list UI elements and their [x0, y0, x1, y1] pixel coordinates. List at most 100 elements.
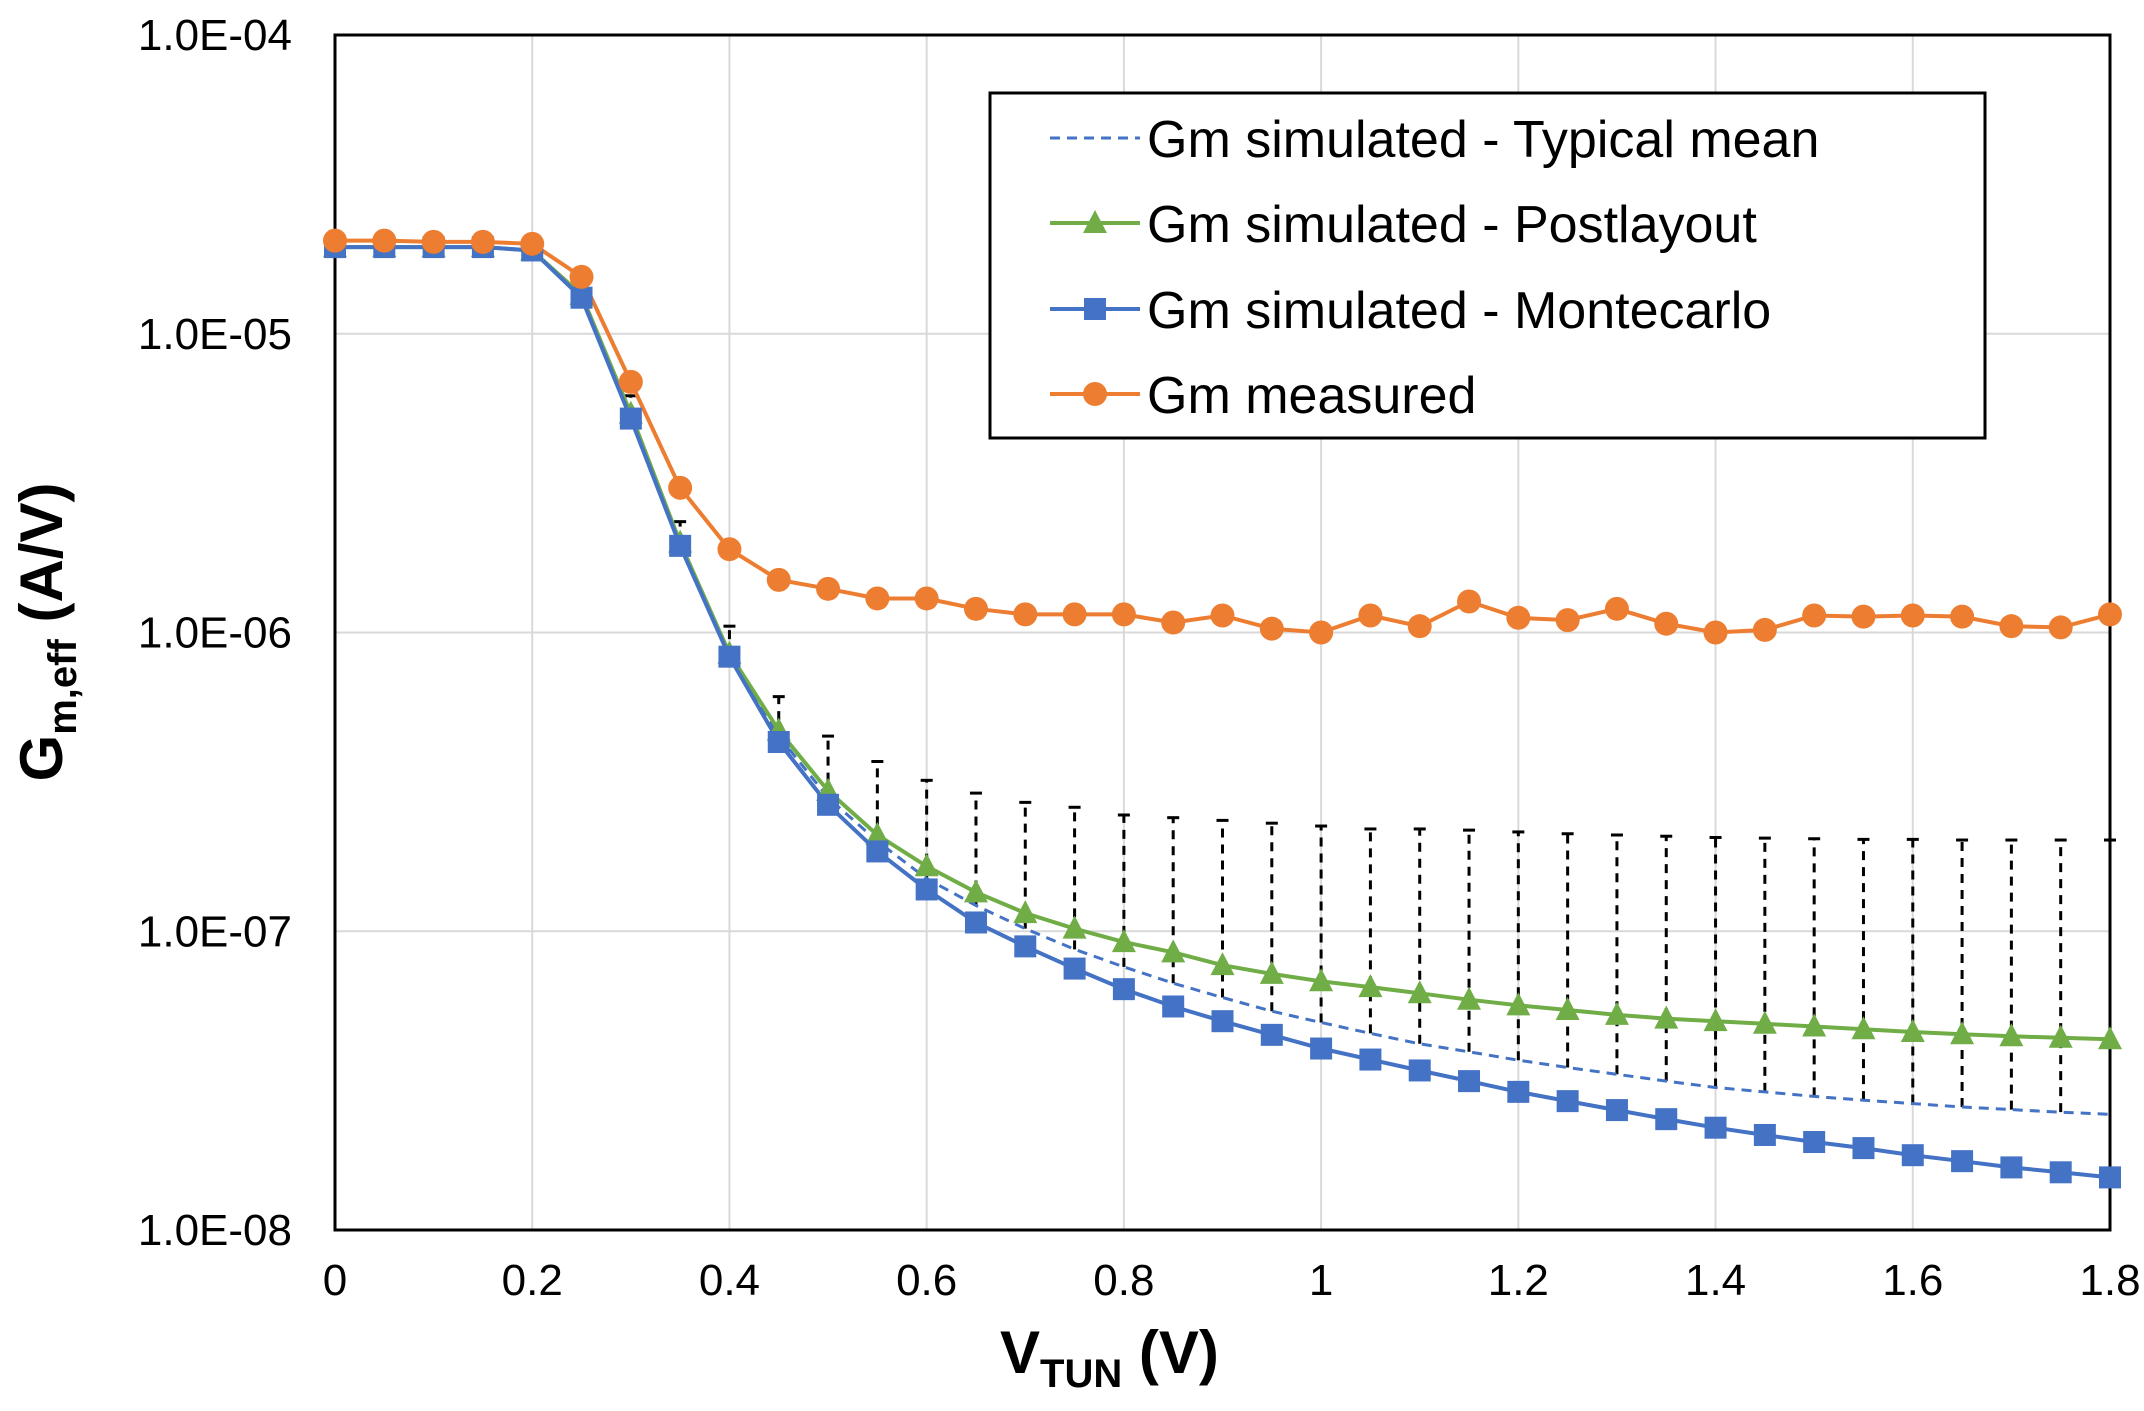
legend-label-postlayout: Gm simulated - Postlayout [1147, 196, 1757, 254]
legend-marker-montecarlo [1084, 298, 1106, 320]
data-point-postlayout [1802, 1013, 1827, 1037]
data-point-montecarlo [1162, 995, 1185, 1018]
data-point-postlayout [1457, 986, 1482, 1010]
plot-area [333, 33, 2112, 1232]
data-point-montecarlo [1014, 935, 1037, 958]
data-point-montecarlo [2049, 1161, 2072, 1184]
data-point-postlayout [1210, 952, 1235, 976]
data-point-postlayout [1062, 915, 1087, 939]
data-point-montecarlo [1507, 1080, 1530, 1103]
data-point-postlayout [1900, 1019, 1925, 1043]
data-point-measured [520, 231, 545, 256]
data-point-montecarlo [1605, 1099, 1628, 1122]
data-point-measured [1555, 608, 1580, 633]
data-point-postlayout [1013, 900, 1038, 924]
data-point-montecarlo [1408, 1059, 1431, 1082]
data-point-measured [323, 228, 347, 253]
data-point-montecarlo [1063, 957, 1086, 980]
data-point-measured [1111, 602, 1136, 627]
data-point-measured [1604, 596, 1629, 621]
y-axis-title-main: G [8, 735, 75, 782]
data-point-measured [668, 475, 693, 500]
data-point-postlayout [1407, 980, 1432, 1004]
data-point-measured [372, 228, 397, 253]
data-point-measured [717, 537, 742, 562]
data-point-measured [1259, 616, 1284, 641]
data-point-montecarlo [619, 407, 642, 430]
data-point-montecarlo [767, 731, 790, 754]
data-point-montecarlo [1112, 978, 1135, 1001]
y-tick-label: 1.0E-08 [138, 1206, 292, 1255]
data-point-measured [421, 229, 446, 254]
y-tick-labels: 1.0E-08 1.0E-07 1.0E-06 1.0E-05 1.0E-04 [138, 11, 292, 1255]
data-point-montecarlo [669, 534, 692, 557]
data-point-measured [1802, 603, 1827, 628]
data-point-postlayout [1555, 997, 1580, 1021]
data-point-montecarlo [1704, 1116, 1727, 1139]
data-point-montecarlo [1951, 1150, 1974, 1173]
data-point-measured [1752, 617, 1777, 642]
data-point-montecarlo [1310, 1037, 1333, 1060]
x-tick-label: 1 [1309, 1256, 1333, 1305]
legend-box [988, 91, 1987, 440]
x-tick-label: 0.2 [502, 1256, 563, 1305]
data-point-postlayout [1259, 960, 1284, 984]
data-point-montecarlo [1260, 1023, 1283, 1046]
y-axis-title-unit: (A/V) [8, 483, 75, 640]
data-point-montecarlo [964, 911, 987, 934]
data-point-measured [1407, 614, 1432, 639]
data-point-measured [1358, 603, 1383, 628]
x-axis-title-sub: TUN [1040, 1352, 1122, 1396]
data-point-montecarlo [866, 840, 889, 863]
data-point-postlayout [2048, 1024, 2073, 1048]
data-point-measured [1161, 610, 1186, 635]
data-point-postlayout [2098, 1026, 2122, 1050]
data-point-measured [963, 596, 988, 621]
data-point-measured [816, 576, 841, 601]
data-point-measured [618, 369, 643, 394]
data-point-postlayout [914, 853, 939, 877]
y-tick-label: 1.0E-04 [138, 11, 292, 60]
x-tick-labels: 0 0.2 0.4 0.6 0.8 1 1.2 1.4 1.6 1.8 [323, 1256, 2141, 1305]
data-point-postlayout [1752, 1010, 1777, 1034]
y-tick-label: 1.0E-06 [138, 609, 292, 658]
data-point-measured [914, 586, 939, 611]
data-point-montecarlo [817, 793, 840, 816]
data-point-postlayout [1309, 968, 1334, 992]
data-point-measured [2098, 602, 2122, 627]
legend-marker-postlayout [1083, 210, 1107, 233]
data-point-postlayout [1703, 1008, 1728, 1032]
data-point-measured [1062, 602, 1087, 627]
legend: Gm simulated - Typical mean Gm simulated … [988, 91, 1987, 440]
data-point-postlayout [1604, 1001, 1629, 1025]
data-point-measured [865, 586, 890, 611]
error-bars [624, 394, 2116, 1115]
data-point-montecarlo [1753, 1123, 1776, 1146]
data-point-measured [1457, 589, 1482, 614]
y-axis-title: Gm,eff (A/V) [8, 483, 85, 782]
legend-label-montecarlo: Gm simulated - Montecarlo [1147, 282, 1771, 340]
data-point-montecarlo [2099, 1166, 2121, 1189]
data-point-montecarlo [2000, 1156, 2023, 1179]
x-tick-label: 0.6 [896, 1256, 957, 1305]
data-point-postlayout [1950, 1021, 1975, 1045]
data-point-postlayout [1111, 929, 1136, 953]
data-point-montecarlo [915, 878, 938, 901]
data-point-montecarlo [1211, 1010, 1234, 1033]
data-point-montecarlo [1655, 1108, 1678, 1131]
legend-label-measured: Gm measured [1147, 367, 1476, 425]
legend-label-typical: Gm simulated - Typical mean [1147, 111, 1819, 169]
data-point-postlayout [1851, 1016, 1876, 1040]
x-axis-title-unit: (V) [1122, 1319, 1219, 1386]
data-point-measured [1013, 602, 1038, 627]
x-tick-label: 0.8 [1093, 1256, 1154, 1305]
data-point-measured [766, 567, 791, 592]
data-point-montecarlo [1901, 1144, 1924, 1167]
y-axis-title-sub: m,eff [41, 639, 85, 735]
data-point-postlayout [1654, 1005, 1679, 1029]
data-point-montecarlo [1803, 1131, 1826, 1154]
data-point-montecarlo [718, 645, 741, 668]
data-point-montecarlo [1458, 1070, 1481, 1093]
x-tick-label: 0.4 [699, 1256, 760, 1305]
data-point-measured [1654, 611, 1679, 636]
